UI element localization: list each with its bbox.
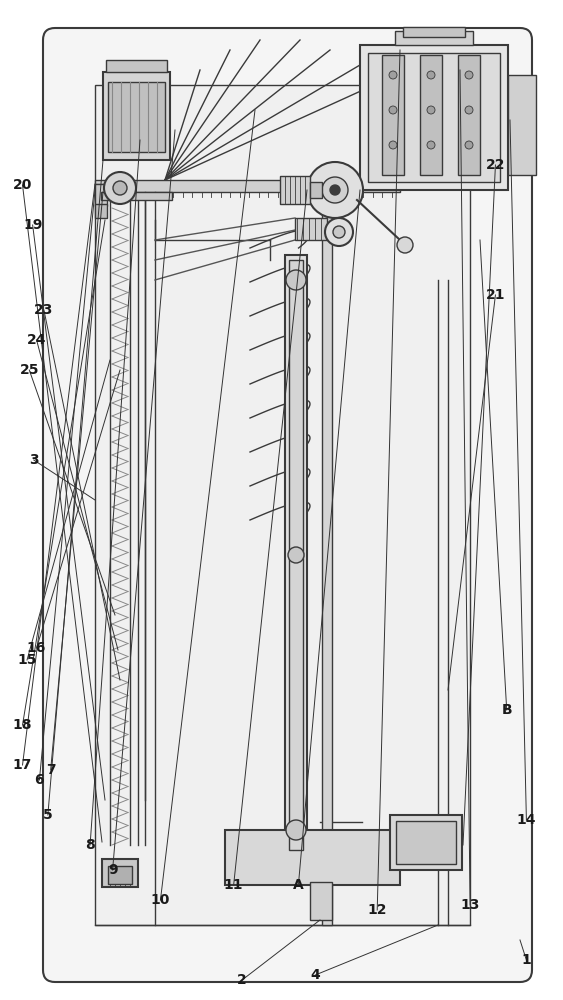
Text: 11: 11: [224, 878, 243, 892]
Bar: [368, 53, 500, 182]
Bar: [102, 859, 138, 887]
Text: 2: 2: [237, 973, 247, 987]
Bar: [322, 192, 332, 925]
Bar: [103, 72, 170, 160]
Text: 5: 5: [43, 808, 53, 822]
Text: A: A: [293, 878, 304, 892]
Circle shape: [389, 71, 397, 79]
Circle shape: [427, 141, 435, 149]
Bar: [95, 204, 107, 218]
Text: 21: 21: [486, 288, 505, 302]
Text: B: B: [502, 703, 512, 717]
Circle shape: [427, 71, 435, 79]
Text: 19: 19: [23, 218, 42, 232]
Circle shape: [397, 237, 413, 253]
Bar: [420, 55, 442, 175]
Bar: [101, 192, 172, 200]
Circle shape: [389, 141, 397, 149]
Text: 20: 20: [13, 178, 32, 192]
Text: 16: 16: [27, 641, 46, 655]
Circle shape: [288, 547, 304, 563]
Circle shape: [465, 71, 473, 79]
Text: 17: 17: [13, 758, 32, 772]
Text: 14: 14: [517, 813, 536, 827]
Bar: [390, 815, 462, 870]
Bar: [403, 27, 465, 37]
Circle shape: [113, 181, 127, 195]
Circle shape: [330, 185, 340, 195]
Bar: [95, 180, 400, 192]
Bar: [280, 176, 310, 204]
Bar: [295, 218, 327, 240]
Bar: [310, 882, 332, 920]
Text: 12: 12: [368, 903, 387, 917]
Bar: [108, 82, 165, 152]
Circle shape: [104, 172, 136, 204]
Text: 4: 4: [310, 968, 320, 982]
Text: 18: 18: [13, 718, 32, 732]
Bar: [310, 182, 322, 198]
Bar: [95, 184, 107, 206]
Bar: [95, 85, 470, 925]
Text: 13: 13: [461, 898, 480, 912]
Text: 25: 25: [20, 363, 39, 377]
Circle shape: [286, 270, 306, 290]
Circle shape: [322, 177, 348, 203]
Bar: [289, 260, 303, 850]
Circle shape: [286, 820, 306, 840]
Circle shape: [307, 162, 363, 218]
Circle shape: [333, 226, 345, 238]
Bar: [382, 55, 404, 175]
Bar: [108, 866, 132, 884]
Text: 6: 6: [34, 773, 44, 787]
FancyBboxPatch shape: [43, 28, 532, 982]
Bar: [225, 830, 400, 885]
Text: 23: 23: [34, 303, 53, 317]
Text: 3: 3: [29, 453, 39, 467]
Bar: [285, 255, 307, 855]
Bar: [396, 821, 456, 864]
Bar: [360, 45, 508, 190]
Circle shape: [427, 106, 435, 114]
Bar: [458, 55, 480, 175]
Bar: [106, 60, 167, 72]
Circle shape: [325, 218, 353, 246]
Text: 7: 7: [46, 763, 56, 777]
Circle shape: [465, 106, 473, 114]
Text: 15: 15: [17, 653, 37, 667]
Bar: [508, 75, 536, 175]
Text: 9: 9: [108, 863, 118, 877]
Text: 22: 22: [486, 158, 505, 172]
Text: 8: 8: [85, 838, 95, 852]
Text: 1: 1: [521, 953, 531, 967]
Text: 10: 10: [151, 893, 170, 907]
Text: 24: 24: [27, 333, 46, 347]
Circle shape: [465, 141, 473, 149]
Bar: [395, 31, 473, 45]
Circle shape: [389, 106, 397, 114]
